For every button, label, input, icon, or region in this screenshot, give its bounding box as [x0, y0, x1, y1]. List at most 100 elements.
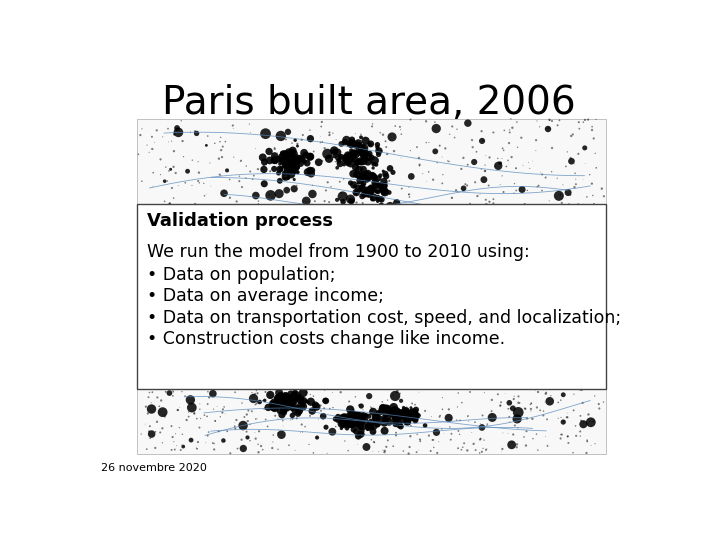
Point — [272, 445, 284, 454]
Point — [338, 414, 349, 422]
Point — [349, 182, 361, 191]
Point — [307, 407, 318, 415]
Point — [541, 415, 553, 424]
Point — [590, 149, 601, 158]
Point — [361, 171, 372, 179]
Point — [302, 159, 313, 167]
Point — [454, 416, 466, 425]
Point — [267, 402, 279, 411]
Point — [358, 150, 369, 159]
Point — [160, 163, 171, 171]
Point — [390, 415, 402, 424]
Point — [368, 428, 379, 437]
Point — [530, 146, 541, 155]
Point — [300, 197, 312, 205]
Point — [297, 131, 309, 139]
Point — [176, 430, 188, 438]
Point — [381, 442, 392, 451]
Point — [415, 437, 426, 445]
Point — [509, 179, 521, 188]
Point — [343, 414, 355, 423]
Point — [192, 177, 204, 185]
Point — [287, 166, 299, 174]
Point — [403, 410, 415, 418]
Point — [390, 392, 401, 400]
Point — [353, 179, 364, 187]
Point — [189, 409, 200, 417]
Point — [462, 412, 474, 421]
Point — [532, 446, 544, 454]
Point — [315, 132, 326, 141]
Point — [336, 420, 348, 428]
Point — [236, 399, 248, 407]
Point — [310, 401, 321, 409]
Point — [220, 137, 231, 146]
Point — [521, 441, 532, 450]
Point — [251, 397, 263, 406]
Point — [274, 190, 285, 198]
Point — [227, 121, 238, 130]
Point — [204, 159, 215, 167]
Point — [373, 150, 384, 159]
Point — [397, 410, 409, 419]
Point — [527, 157, 539, 165]
Point — [353, 410, 364, 418]
Point — [397, 411, 409, 420]
Point — [503, 139, 515, 147]
Point — [379, 416, 391, 424]
Point — [569, 159, 580, 168]
Point — [489, 211, 500, 219]
Point — [146, 216, 158, 225]
Point — [352, 148, 364, 157]
Point — [340, 413, 351, 422]
Point — [377, 403, 389, 412]
Point — [363, 422, 374, 430]
Point — [369, 438, 380, 447]
Point — [497, 444, 508, 453]
Point — [383, 413, 395, 422]
Point — [320, 186, 332, 195]
Point — [236, 183, 248, 191]
Point — [362, 152, 374, 161]
Point — [581, 449, 593, 457]
Point — [257, 396, 269, 405]
Point — [512, 143, 523, 152]
Point — [231, 218, 243, 226]
Point — [377, 397, 388, 406]
Point — [215, 171, 227, 180]
Point — [336, 153, 347, 161]
Point — [267, 437, 279, 446]
Point — [372, 140, 383, 149]
Point — [478, 176, 490, 184]
Point — [276, 152, 287, 161]
Point — [331, 164, 343, 172]
Point — [533, 181, 544, 190]
Point — [344, 139, 356, 148]
Point — [141, 141, 153, 150]
Point — [382, 396, 393, 404]
Point — [284, 394, 296, 403]
Point — [586, 123, 598, 131]
Point — [516, 133, 527, 142]
Point — [534, 406, 546, 415]
Point — [341, 153, 352, 162]
Point — [342, 415, 354, 424]
Point — [194, 203, 206, 212]
Point — [378, 400, 390, 409]
Point — [324, 128, 336, 137]
Point — [194, 405, 206, 414]
Point — [338, 420, 349, 429]
Point — [355, 130, 366, 139]
Point — [302, 168, 313, 177]
Point — [402, 416, 413, 425]
Point — [272, 415, 284, 423]
Point — [325, 183, 337, 191]
Point — [346, 420, 357, 428]
Point — [205, 203, 217, 212]
Point — [545, 393, 557, 401]
Point — [400, 419, 412, 428]
Point — [201, 190, 212, 198]
Point — [292, 403, 304, 412]
Point — [334, 178, 346, 186]
Point — [317, 138, 328, 146]
